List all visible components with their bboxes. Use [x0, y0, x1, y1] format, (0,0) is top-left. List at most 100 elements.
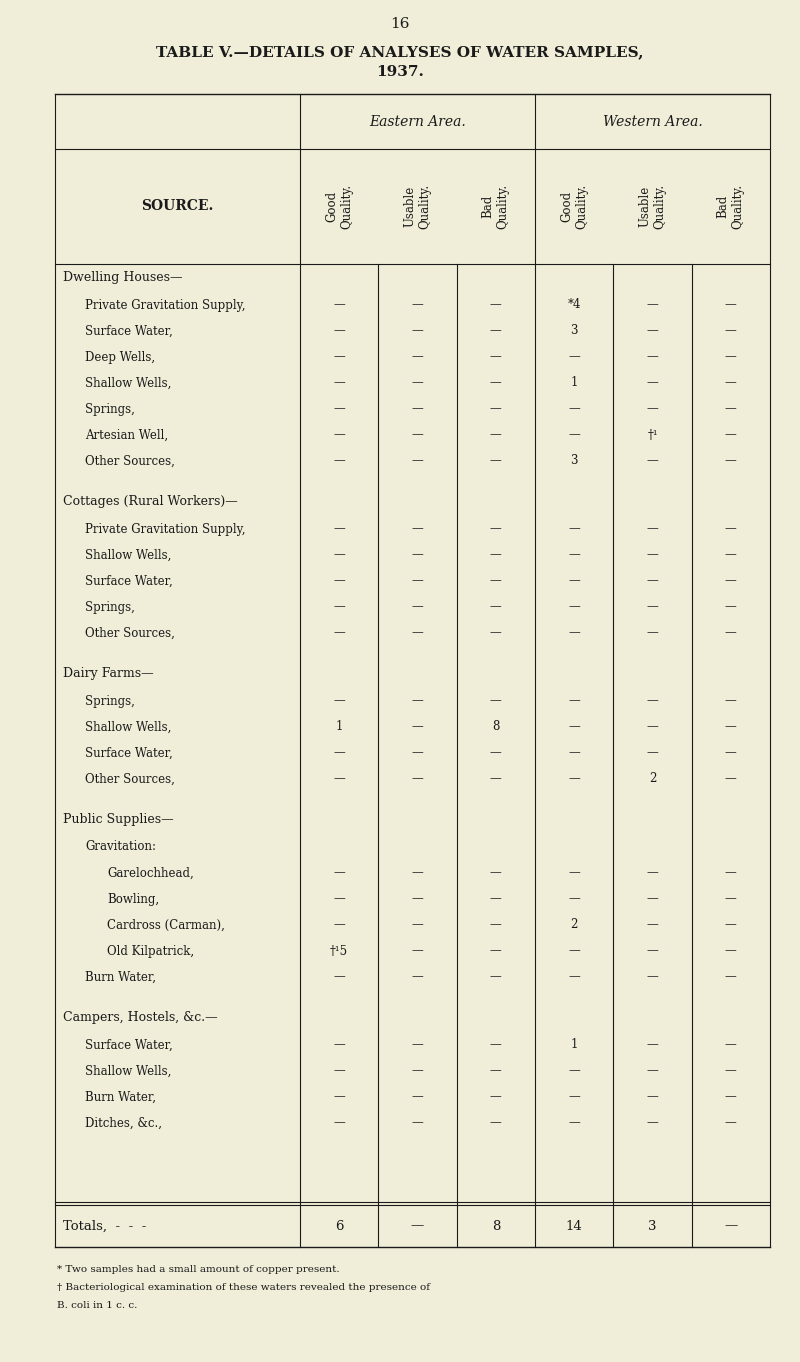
Text: —: — [412, 1091, 423, 1103]
Text: —: — [490, 866, 502, 880]
Text: —: — [334, 575, 345, 587]
Text: —: — [568, 892, 580, 906]
Text: —: — [412, 601, 423, 613]
Text: —: — [568, 1065, 580, 1077]
Text: Dwelling Houses—: Dwelling Houses— [63, 271, 182, 285]
Text: —: — [568, 601, 580, 613]
Text: —: — [490, 1091, 502, 1103]
Text: —: — [412, 429, 423, 441]
Text: Other Sources,: Other Sources, [85, 455, 175, 467]
Text: —: — [725, 324, 737, 338]
Text: Surface Water,: Surface Water, [85, 575, 173, 587]
Text: —: — [646, 350, 658, 364]
Text: —: — [725, 376, 737, 390]
Text: —: — [646, 627, 658, 640]
Text: —: — [646, 601, 658, 613]
Text: Western Area.: Western Area. [602, 114, 702, 128]
Text: —: — [412, 918, 423, 932]
Text: Artesian Well,: Artesian Well, [85, 429, 168, 441]
Text: —: — [412, 523, 423, 535]
Text: —: — [412, 575, 423, 587]
Text: —: — [490, 1117, 502, 1129]
Text: —: — [412, 350, 423, 364]
Text: —: — [725, 549, 737, 561]
Text: —: — [412, 1117, 423, 1129]
Text: —: — [568, 429, 580, 441]
Text: —: — [490, 944, 502, 957]
Text: —: — [334, 455, 345, 467]
Text: Dairy Farms—: Dairy Farms— [63, 667, 154, 681]
Text: —: — [334, 376, 345, 390]
Text: —: — [412, 376, 423, 390]
Text: Deep Wells,: Deep Wells, [85, 350, 155, 364]
Text: —: — [646, 523, 658, 535]
Text: B. coli in 1 c. c.: B. coli in 1 c. c. [57, 1301, 138, 1310]
Text: * Two samples had a small amount of copper present.: * Two samples had a small amount of copp… [57, 1265, 340, 1273]
Text: —: — [725, 455, 737, 467]
Text: —: — [568, 1117, 580, 1129]
Text: 1937.: 1937. [376, 65, 424, 79]
Text: Eastern Area.: Eastern Area. [369, 114, 466, 128]
Text: —: — [646, 695, 658, 707]
Text: —: — [568, 575, 580, 587]
Text: —: — [334, 1091, 345, 1103]
Text: Other Sources,: Other Sources, [85, 627, 175, 640]
Text: Private Gravitation Supply,: Private Gravitation Supply, [85, 523, 246, 535]
Text: —: — [490, 695, 502, 707]
Text: Surface Water,: Surface Water, [85, 1038, 173, 1051]
Text: —: — [490, 971, 502, 983]
Text: —: — [568, 549, 580, 561]
Text: —: — [412, 403, 423, 415]
Text: —: — [646, 1038, 658, 1051]
Text: 1: 1 [335, 720, 343, 734]
Text: —: — [725, 720, 737, 734]
Text: —: — [412, 971, 423, 983]
Text: Usable
Quality.: Usable Quality. [638, 184, 666, 229]
Text: Public Supplies—: Public Supplies— [63, 813, 174, 827]
Text: —: — [646, 1117, 658, 1129]
Text: —: — [412, 549, 423, 561]
Text: —: — [725, 350, 737, 364]
Text: —: — [646, 1065, 658, 1077]
Text: —: — [646, 746, 658, 760]
Text: —: — [490, 1038, 502, 1051]
Text: Shallow Wells,: Shallow Wells, [85, 376, 171, 390]
Text: —: — [646, 403, 658, 415]
Text: —: — [568, 866, 580, 880]
Text: 3: 3 [570, 455, 578, 467]
Text: —: — [334, 549, 345, 561]
Text: —: — [490, 892, 502, 906]
Text: —: — [411, 1219, 424, 1233]
Text: —: — [334, 746, 345, 760]
Text: —: — [646, 892, 658, 906]
Text: —: — [412, 746, 423, 760]
Text: —: — [725, 944, 737, 957]
Text: Burn Water,: Burn Water, [85, 971, 156, 983]
Text: —: — [490, 429, 502, 441]
Text: —: — [568, 944, 580, 957]
Text: —: — [725, 627, 737, 640]
Text: —: — [725, 429, 737, 441]
Text: —: — [334, 298, 345, 312]
Text: Shallow Wells,: Shallow Wells, [85, 720, 171, 734]
Text: Shallow Wells,: Shallow Wells, [85, 549, 171, 561]
Text: —: — [334, 429, 345, 441]
Text: —: — [725, 695, 737, 707]
Text: —: — [412, 1038, 423, 1051]
Text: Campers, Hostels, &c.—: Campers, Hostels, &c.— [63, 1012, 218, 1024]
Text: —: — [725, 575, 737, 587]
Text: Surface Water,: Surface Water, [85, 324, 173, 338]
Text: —: — [412, 627, 423, 640]
Text: —: — [725, 403, 737, 415]
Text: —: — [490, 298, 502, 312]
Text: —: — [725, 866, 737, 880]
Text: —: — [412, 772, 423, 786]
Text: Surface Water,: Surface Water, [85, 746, 173, 760]
Text: Cottages (Rural Workers)—: Cottages (Rural Workers)— [63, 496, 238, 508]
Text: —: — [412, 455, 423, 467]
Text: Burn Water,: Burn Water, [85, 1091, 156, 1103]
Text: —: — [490, 627, 502, 640]
Text: Good
Quality.: Good Quality. [325, 184, 353, 229]
Text: —: — [334, 403, 345, 415]
Text: 2: 2 [570, 918, 578, 932]
